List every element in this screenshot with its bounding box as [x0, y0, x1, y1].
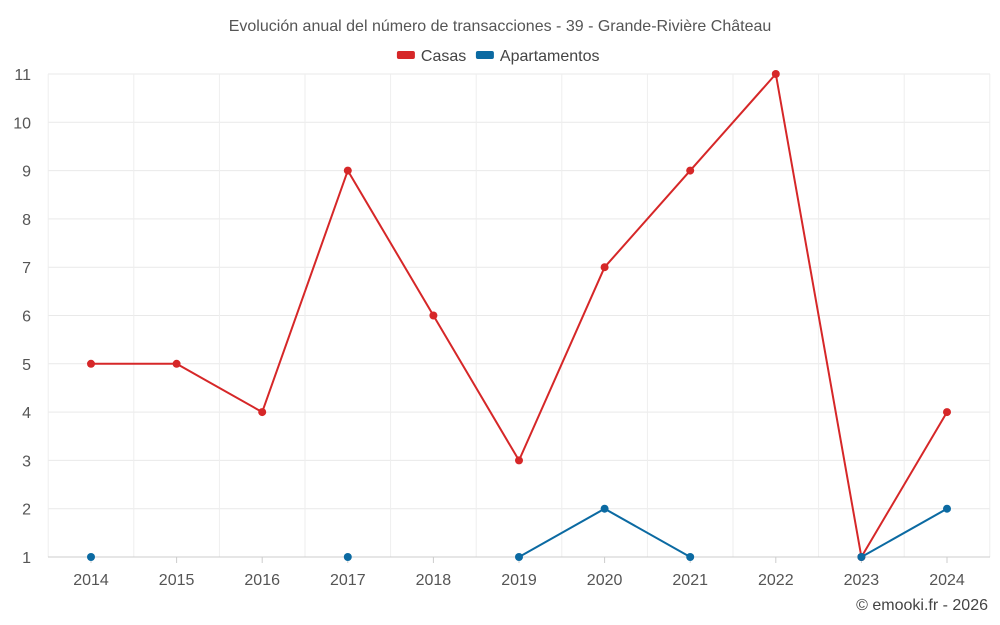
data-point-apartamentos	[857, 553, 866, 561]
y-tick-label: 11	[14, 67, 31, 84]
data-point-casas	[686, 166, 695, 175]
x-axis: 2014 2015 2016 2017 2018 2019 2020 2021 2022 2023…	[48, 556, 990, 589]
legend: Casas Apartamentos	[396, 48, 600, 65]
data-point-apartamentos	[343, 553, 352, 561]
y-axis: 1 2 3 4 5 6 7 8 9 10 11	[13, 67, 31, 567]
series-line-apartamentos	[603, 507, 692, 558]
data-point-casas	[343, 166, 352, 175]
data-point-casas	[600, 263, 609, 272]
series-line-casas	[346, 169, 435, 317]
y-tick-label: 1	[22, 550, 31, 567]
y-tick-label: 6	[22, 309, 31, 326]
x-tick-label: 2014	[73, 572, 109, 589]
x-tick-label: 2015	[159, 572, 195, 589]
y-tick-label: 10	[13, 115, 31, 132]
data-point-apartamentos	[87, 553, 95, 561]
legend-label-casas: Casas	[421, 48, 466, 65]
legend-label-apartamentos: Apartamentos	[500, 48, 600, 65]
x-tick-label: 2020	[587, 572, 623, 589]
x-tick-label: 2021	[672, 572, 708, 589]
data-point-apartamentos	[515, 553, 523, 561]
x-tick-label: 2019	[501, 572, 537, 589]
x-tick-label: 2016	[244, 572, 280, 589]
x-tick-label: 2018	[416, 572, 452, 589]
data-point-casas	[258, 408, 267, 417]
data-point-casas	[172, 359, 181, 368]
y-tick-label: 9	[22, 164, 31, 181]
data-point-casas	[515, 456, 523, 465]
series-line-apartamentos	[518, 507, 606, 558]
y-tick-label: 5	[22, 357, 31, 374]
x-tick-label: 2024	[929, 572, 965, 589]
y-tick-label: 8	[22, 212, 31, 229]
legend-swatch-apartamentos	[475, 51, 494, 59]
footer-credit: © emooki.fr - 2026	[856, 597, 988, 614]
y-tick-label: 4	[22, 405, 31, 422]
series-layer	[87, 70, 951, 561]
data-point-apartamentos	[600, 504, 609, 513]
data-point-casas	[429, 311, 438, 320]
grid	[47, 73, 991, 558]
series-line-casas	[432, 314, 520, 462]
x-tick-label: 2022	[758, 572, 794, 589]
x-tick-label: 2023	[844, 572, 880, 589]
y-tick-label: 7	[22, 260, 31, 277]
series-line-apartamentos	[860, 507, 948, 558]
legend-swatch-casas	[396, 51, 415, 59]
data-point-apartamentos	[943, 504, 951, 513]
series-line-casas	[175, 362, 264, 414]
data-point-apartamentos	[686, 553, 695, 561]
chart-title: Evolución anual del número de transaccio…	[229, 18, 772, 35]
y-tick-label: 2	[22, 502, 31, 519]
y-tick-label: 3	[22, 453, 31, 470]
series-line-casas	[689, 73, 777, 172]
series-line-casas	[518, 266, 606, 462]
series-line-casas	[774, 73, 863, 558]
series-line-casas	[860, 411, 948, 558]
series-line-casas	[603, 169, 692, 269]
series-line-casas	[261, 169, 349, 414]
data-point-casas	[771, 70, 780, 78]
data-point-casas	[87, 359, 95, 368]
data-point-casas	[943, 408, 951, 417]
x-tick-label: 2017	[330, 572, 366, 589]
